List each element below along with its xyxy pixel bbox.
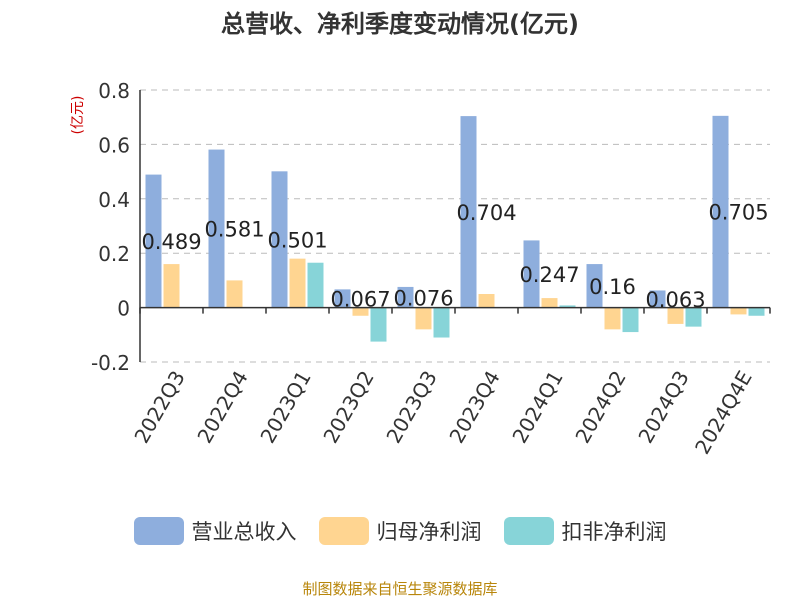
legend-label: 归母净利润 (376, 520, 482, 544)
data-label: 0.16 (589, 275, 636, 299)
data-label: 0.581 (204, 218, 264, 242)
legend-item: 营业总收入 (133, 516, 297, 546)
bar-3 (559, 305, 576, 308)
bar-1 (712, 115, 729, 308)
x-tick-label: 2023Q3 (381, 367, 441, 448)
bar-2 (226, 280, 243, 308)
bar-3 (433, 307, 450, 338)
bar-1 (586, 264, 603, 308)
legend-swatch (318, 517, 369, 545)
legend-label: 扣非净利润 (561, 520, 667, 544)
y-axis-title: (亿元) (70, 96, 86, 135)
bar-2 (730, 307, 747, 315)
legend-swatch (503, 517, 554, 545)
x-tick-label: 2023Q2 (318, 367, 378, 448)
y-tick-label: 0.2 (98, 242, 130, 266)
legend-item: 归母净利润 (318, 516, 482, 546)
chart-title: 总营收、净利季度变动情况(亿元) (221, 10, 579, 38)
x-tick-label: 2024Q4E (690, 367, 757, 459)
bar-1 (523, 240, 540, 308)
data-label: 0.063 (645, 288, 705, 312)
x-tick-label: 2024Q2 (570, 367, 630, 448)
bar-2 (667, 307, 684, 324)
data-label: 0.247 (519, 263, 579, 287)
bar-1 (208, 149, 225, 308)
x-tick-label: 2023Q1 (255, 367, 315, 448)
bar-2 (352, 307, 369, 316)
data-label: 0.489 (141, 230, 201, 254)
bar-2 (604, 307, 621, 330)
bar-2 (163, 264, 180, 308)
x-tick-label: 2024Q3 (633, 367, 693, 448)
bar-3 (370, 307, 387, 342)
data-label: 0.705 (708, 201, 768, 225)
bar-1 (460, 116, 477, 308)
x-tick-label: 2022Q3 (129, 367, 189, 448)
bar-1 (397, 286, 414, 308)
legend-swatch (133, 517, 184, 545)
bar-2 (415, 307, 432, 330)
bar-2 (541, 298, 558, 308)
y-tick-label: 0.6 (98, 133, 130, 157)
bar-2 (478, 294, 495, 308)
data-label: 0.067 (330, 287, 390, 311)
x-tick-label: 2024Q1 (507, 367, 567, 448)
data-label: 0.704 (456, 201, 516, 225)
legend: 营业总收入 归母净利润 扣非净利润 (0, 516, 800, 546)
y-tick-label: 0.4 (98, 188, 130, 212)
legend-item: 扣非净利润 (503, 516, 667, 546)
bar-1 (271, 171, 288, 308)
y-tick-label: 0 (117, 297, 130, 321)
bar-1 (334, 289, 351, 308)
bar-3 (685, 307, 702, 327)
legend-label: 营业总收入 (191, 520, 297, 544)
y-tick-label: -0.2 (91, 351, 130, 375)
bar-3 (307, 262, 324, 308)
bars (145, 115, 765, 342)
bar-1 (649, 290, 666, 308)
bar-2 (289, 258, 306, 308)
data-label: 0.501 (267, 228, 327, 252)
data-label: 0.076 (393, 286, 453, 310)
source-note: 制图数据来自恒生聚源数据库 (302, 580, 498, 598)
x-tick-label: 2023Q4 (444, 367, 504, 448)
y-tick-label: 0.8 (98, 79, 130, 103)
bar-1 (145, 174, 162, 308)
bar-3 (622, 307, 639, 333)
grid-lines (140, 89, 770, 363)
bar-3 (748, 307, 765, 316)
x-tick-label: 2022Q4 (192, 367, 252, 448)
